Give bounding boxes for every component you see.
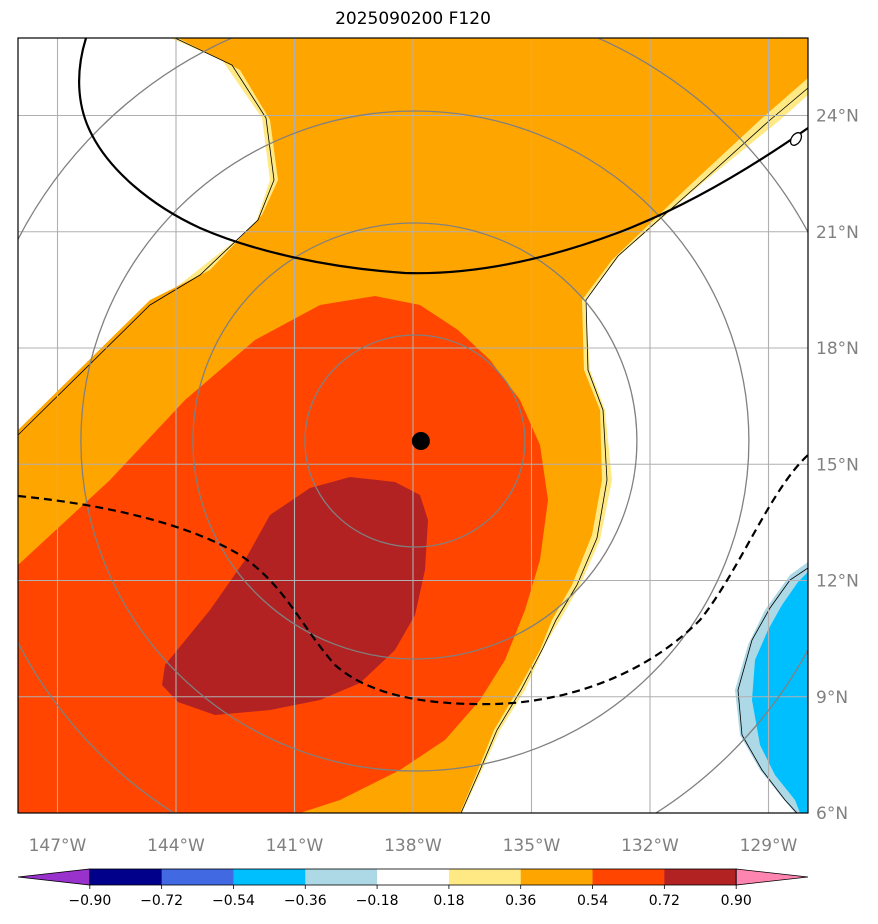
- colorbar-extend-high: [735, 868, 809, 886]
- lon-tick-label: 141°W: [266, 836, 324, 856]
- field-edge-lines: [18, 38, 808, 813]
- colorbar-tick-label: −0.36: [284, 893, 327, 909]
- range-ring: [304, 334, 526, 548]
- colorbar-segment: [161, 869, 234, 885]
- storm-center-marker: [411, 432, 430, 450]
- colorbar-segment: [448, 869, 522, 885]
- colorbar-outline: [89, 868, 737, 886]
- dashed-contour: [18, 454, 808, 706]
- lat-tick-label: 24°N: [816, 107, 859, 127]
- contour-label-marker: [789, 132, 803, 146]
- range-rings: [18, 38, 808, 813]
- field-blue: [752, 572, 808, 813]
- graticule: [18, 38, 808, 813]
- lat-tick-label: 18°N: [816, 339, 859, 359]
- map-area: [18, 38, 808, 813]
- colorbar-tick-label: −0.18: [356, 893, 399, 909]
- lat-tick-label: 9°N: [816, 688, 848, 708]
- colorbar-tick-label: −0.54: [212, 893, 255, 909]
- lat-tick-label: 6°N: [816, 804, 848, 824]
- lon-tick-labels: 147°W 144°W 141°W 138°W 135°W 132°W 129°W: [29, 836, 798, 856]
- range-ring: [80, 110, 750, 772]
- colorbar-tick-label: −0.90: [68, 893, 111, 909]
- lon-tick-label: 138°W: [384, 836, 442, 856]
- colorbar-segment: [592, 869, 665, 885]
- lon-tick-label: 135°W: [503, 836, 561, 856]
- colorbar-tick-label: 0.90: [721, 893, 752, 909]
- colorbar-tick-label: 0.36: [505, 893, 536, 909]
- colorbar-segment: [664, 869, 737, 885]
- lat-tick-label: 12°N: [816, 572, 859, 592]
- lon-tick-label: 147°W: [29, 836, 87, 856]
- colorbar-extend-low: [17, 868, 91, 886]
- range-ring: [192, 222, 638, 660]
- lon-tick-label: 144°W: [147, 836, 205, 856]
- map-frame: [17, 37, 809, 814]
- lon-tick-label: 129°W: [740, 836, 798, 856]
- colorbar-tick-label: 0.72: [649, 893, 680, 909]
- colorbar-segment: [233, 869, 306, 885]
- lat-tick-label: 21°N: [816, 223, 859, 243]
- colorbar-tick-label: −0.72: [140, 893, 183, 909]
- lat-tick-labels: 6°N 9°N 12°N 15°N 18°N 21°N 24°N: [816, 107, 859, 825]
- colorbar-segment: [89, 869, 163, 885]
- colorbar-segment: [305, 869, 378, 885]
- lon-tick-label: 132°W: [621, 836, 679, 856]
- map-title: 2025090200 F120: [335, 9, 491, 29]
- solid-contour: [78, 38, 808, 275]
- colorbar-segment: [520, 869, 594, 885]
- lat-tick-label: 15°N: [816, 455, 859, 475]
- colorbar-tick-label: 0.18: [433, 893, 464, 909]
- colorbar: −0.90 −0.72 −0.54 −0.36 −0.18 0.18 0.36 0.54 0.7…: [17, 868, 809, 909]
- colorbar-tick-label: 0.54: [577, 893, 608, 909]
- colorbar-segment: [377, 869, 450, 885]
